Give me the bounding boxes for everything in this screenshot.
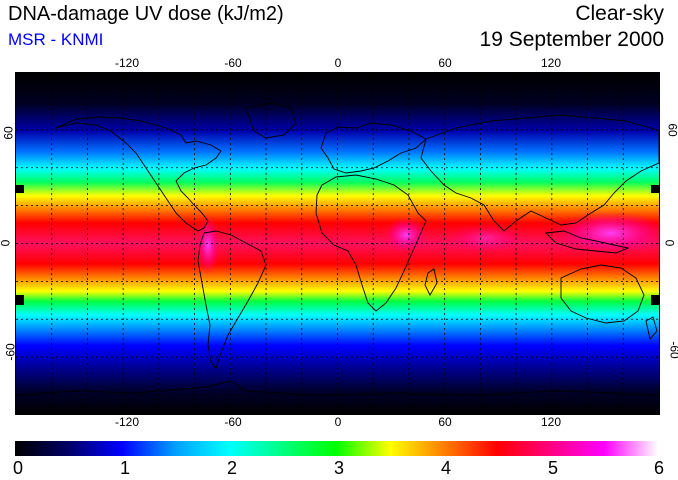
no-data-band (16, 295, 24, 305)
no-data-band (651, 185, 659, 193)
new-zealand-coast (645, 316, 658, 340)
colorbar-label: 2 (226, 458, 238, 478)
antarctica-coast (16, 380, 659, 396)
colorbar (15, 441, 658, 456)
madagascar-coast (424, 268, 438, 296)
lat-tick-left-label: 0 (0, 240, 12, 247)
colorbar-label: 0 (12, 458, 24, 478)
map-svg (16, 73, 659, 414)
uv-hotspot (196, 215, 220, 275)
lat-tick-right: 60 (666, 123, 678, 137)
lat-tick-left: 60 (1, 126, 16, 140)
lat-tick-left: 0 (0, 236, 12, 250)
asia-coast (420, 114, 659, 232)
lon-tick-top: 60 (438, 56, 452, 70)
lon-tick-top: 120 (540, 56, 562, 70)
colorbar-fill (15, 441, 658, 456)
lon-tick-bottom: 0 (334, 415, 342, 429)
lat-tick-right-label: 60 (665, 123, 678, 137)
south-america-coast (197, 230, 267, 369)
lon-tick-top: -60 (224, 56, 242, 70)
lon-tick-bottom: -60 (224, 415, 242, 429)
uv-hotspot (384, 217, 428, 253)
coastlines (16, 102, 659, 396)
lon-tick-bottom: 120 (540, 415, 562, 429)
north-america-coast (55, 116, 222, 232)
colorbar-label: 1 (119, 458, 131, 478)
condition-label: Clear-sky (575, 2, 664, 25)
colorbar-label: 3 (333, 458, 345, 478)
credit-label: MSR - KNMI (8, 30, 104, 49)
lat-tick-right-label: 0 (662, 239, 677, 247)
lon-tick-bottom: -120 (114, 415, 140, 429)
lon-tick-bottom: 60 (438, 415, 452, 429)
lat-tick-right-label: -60 (667, 341, 678, 359)
colorbar-label: 6 (653, 458, 665, 478)
no-data-band (651, 295, 659, 305)
lon-tick-top: -120 (114, 56, 140, 70)
graticule (16, 73, 659, 414)
map-title: DNA-damage UV dose (kJ/m2) (8, 3, 284, 25)
colorbar-label: 5 (547, 458, 559, 478)
indonesia-coast (545, 230, 630, 254)
colorbar-label: 4 (440, 458, 452, 478)
lat-tick-right: 0 (662, 236, 676, 250)
uv-dose-map (15, 72, 660, 415)
lat-tick-left-label: 60 (1, 126, 16, 140)
australia-coast (560, 264, 645, 324)
date-label: 19 September 2000 (479, 28, 664, 51)
lat-tick-right: -60 (666, 341, 678, 359)
lon-tick-top: 0 (334, 56, 342, 70)
uv-hotspot (446, 223, 526, 253)
europe-coast (320, 122, 427, 174)
no-data-band (16, 185, 24, 193)
africa-coast (315, 174, 427, 312)
greenland-coast (245, 102, 297, 139)
